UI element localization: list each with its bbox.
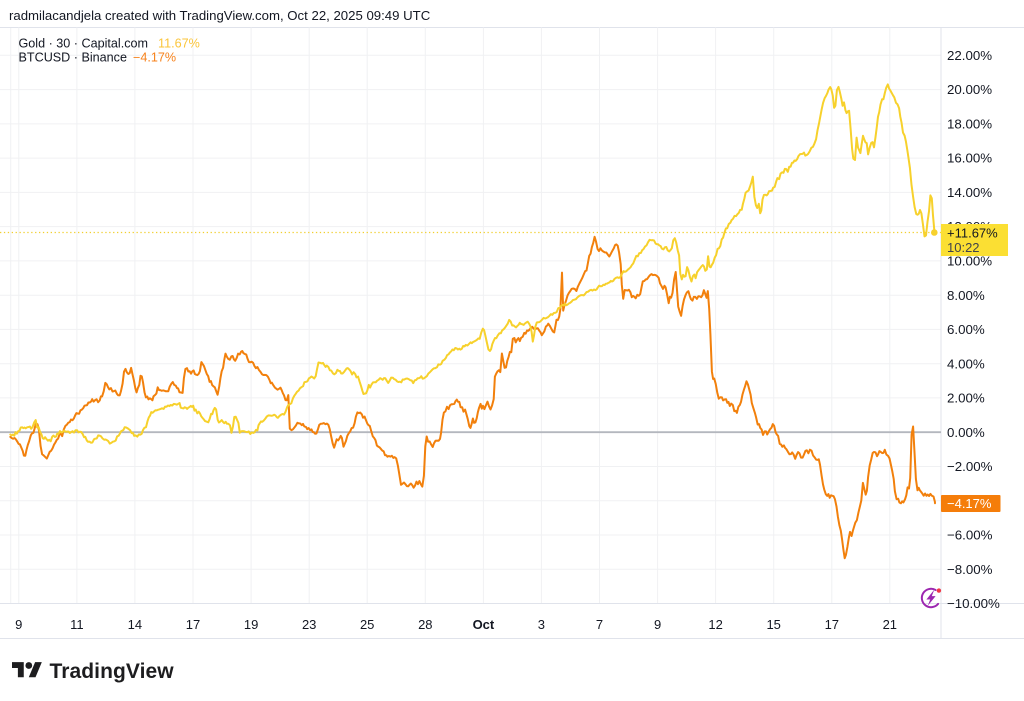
svg-text:25: 25 — [360, 617, 374, 632]
svg-text:14.00%: 14.00% — [947, 185, 992, 200]
svg-text:−2.00%: −2.00% — [947, 459, 993, 474]
svg-text:−4.17%: −4.17% — [133, 51, 176, 65]
svg-text:10:22: 10:22 — [947, 240, 980, 255]
svg-text:4.00%: 4.00% — [947, 356, 985, 371]
svg-text:−10.00%: −10.00% — [947, 596, 1000, 611]
svg-text:TradingView: TradingView — [50, 660, 175, 683]
svg-text:28: 28 — [418, 617, 432, 632]
svg-text:8.00%: 8.00% — [947, 288, 985, 303]
svg-text:0.00%: 0.00% — [947, 425, 985, 440]
svg-text:21: 21 — [883, 617, 897, 632]
svg-text:3: 3 — [538, 617, 545, 632]
svg-text:19: 19 — [244, 617, 258, 632]
svg-text:16.00%: 16.00% — [947, 151, 992, 166]
svg-text:7: 7 — [596, 617, 603, 632]
svg-text:11.67%: 11.67% — [158, 36, 200, 50]
svg-text:14: 14 — [128, 617, 142, 632]
svg-text:20.00%: 20.00% — [947, 82, 992, 97]
svg-text:22.00%: 22.00% — [947, 48, 992, 63]
svg-text:2.00%: 2.00% — [947, 391, 985, 406]
svg-text:Gold · 30 · Capital.com: Gold · 30 · Capital.com — [19, 36, 149, 50]
svg-text:17: 17 — [825, 617, 839, 632]
svg-text:18.00%: 18.00% — [947, 117, 992, 132]
svg-text:6.00%: 6.00% — [947, 322, 985, 337]
svg-text:−8.00%: −8.00% — [947, 562, 993, 577]
svg-text:10.00%: 10.00% — [947, 254, 992, 269]
svg-text:11: 11 — [70, 617, 84, 632]
svg-text:−4.17%: −4.17% — [947, 496, 992, 511]
svg-text:17: 17 — [186, 617, 200, 632]
svg-text:23: 23 — [302, 617, 316, 632]
svg-text:−6.00%: −6.00% — [947, 528, 993, 543]
svg-text:+11.67%: +11.67% — [947, 226, 998, 241]
svg-text:BTCUSD · Binance: BTCUSD · Binance — [19, 51, 127, 65]
svg-text:12: 12 — [708, 617, 722, 632]
svg-text:radmilacandjela created with T: radmilacandjela created with TradingView… — [9, 8, 431, 23]
svg-text:9: 9 — [654, 617, 661, 632]
svg-text:15: 15 — [766, 617, 780, 632]
svg-text:9: 9 — [15, 617, 22, 632]
svg-text:Oct: Oct — [473, 617, 495, 632]
